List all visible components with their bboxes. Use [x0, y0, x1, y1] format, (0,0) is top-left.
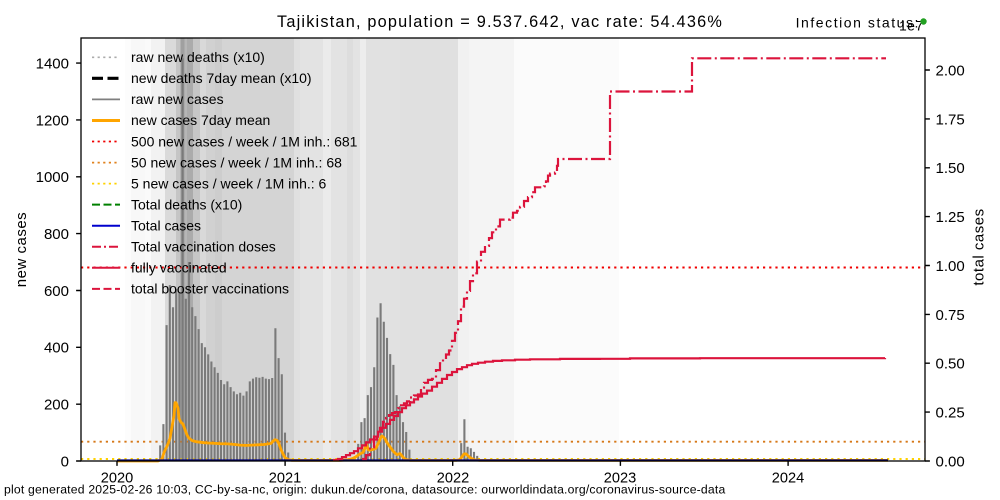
svg-text:1.50: 1.50 [936, 160, 965, 177]
svg-text:Total cases: Total cases [131, 218, 201, 234]
svg-text:new cases: new cases [13, 212, 30, 287]
svg-text:2023: 2023 [604, 470, 636, 486]
svg-text:total cases: total cases [971, 208, 988, 285]
svg-text:Tajikistan, population = 9.537: Tajikistan, population = 9.537.642, vac … [277, 13, 723, 31]
svg-text:200: 200 [44, 397, 69, 414]
svg-text:Total vaccination doses: Total vaccination doses [131, 239, 276, 255]
svg-text:1e7: 1e7 [899, 18, 924, 34]
svg-text:1200: 1200 [36, 112, 69, 129]
svg-text:Infection status:: Infection status: [796, 15, 920, 31]
svg-text:1.00: 1.00 [936, 258, 965, 275]
svg-text:2021: 2021 [269, 470, 301, 486]
svg-text:1.75: 1.75 [936, 111, 965, 128]
svg-text:raw new cases: raw new cases [131, 91, 224, 107]
svg-text:600: 600 [44, 283, 69, 300]
svg-text:1.25: 1.25 [936, 209, 965, 226]
svg-text:400: 400 [44, 340, 69, 357]
svg-text:plot generated 2025-02-26 10:0: plot generated 2025-02-26 10:03, CC-by-s… [4, 483, 725, 497]
svg-text:2024: 2024 [772, 470, 804, 486]
svg-text:2022: 2022 [437, 470, 469, 486]
svg-text:2020: 2020 [101, 470, 133, 486]
svg-text:50 new cases / week / 1M inh.:: 50 new cases / week / 1M inh.: 68 [131, 154, 342, 170]
svg-text:0.00: 0.00 [936, 453, 965, 470]
svg-text:new cases 7day mean: new cases 7day mean [131, 112, 270, 128]
svg-text:new deaths 7day mean (x10): new deaths 7day mean (x10) [131, 70, 312, 86]
svg-text:1400: 1400 [36, 56, 69, 73]
svg-text:500 new cases / week / 1M inh.: 500 new cases / week / 1M inh.: 681 [131, 133, 358, 149]
svg-text:Total deaths (x10): Total deaths (x10) [131, 196, 242, 212]
svg-text:2.00: 2.00 [936, 62, 965, 79]
svg-text:1000: 1000 [36, 169, 69, 186]
svg-text:total booster vaccinations: total booster vaccinations [131, 281, 289, 297]
svg-text:0: 0 [61, 453, 69, 470]
svg-text:fully vaccinated: fully vaccinated [131, 260, 227, 276]
svg-text:0.75: 0.75 [936, 307, 965, 324]
svg-text:0.25: 0.25 [936, 405, 965, 422]
svg-text:raw new deaths (x10): raw new deaths (x10) [131, 49, 265, 65]
svg-text:800: 800 [44, 226, 69, 243]
svg-text:0.50: 0.50 [936, 356, 965, 373]
svg-text:5 new cases / week / 1M inh.:: 5 new cases / week / 1M inh.: 6 [131, 175, 327, 191]
